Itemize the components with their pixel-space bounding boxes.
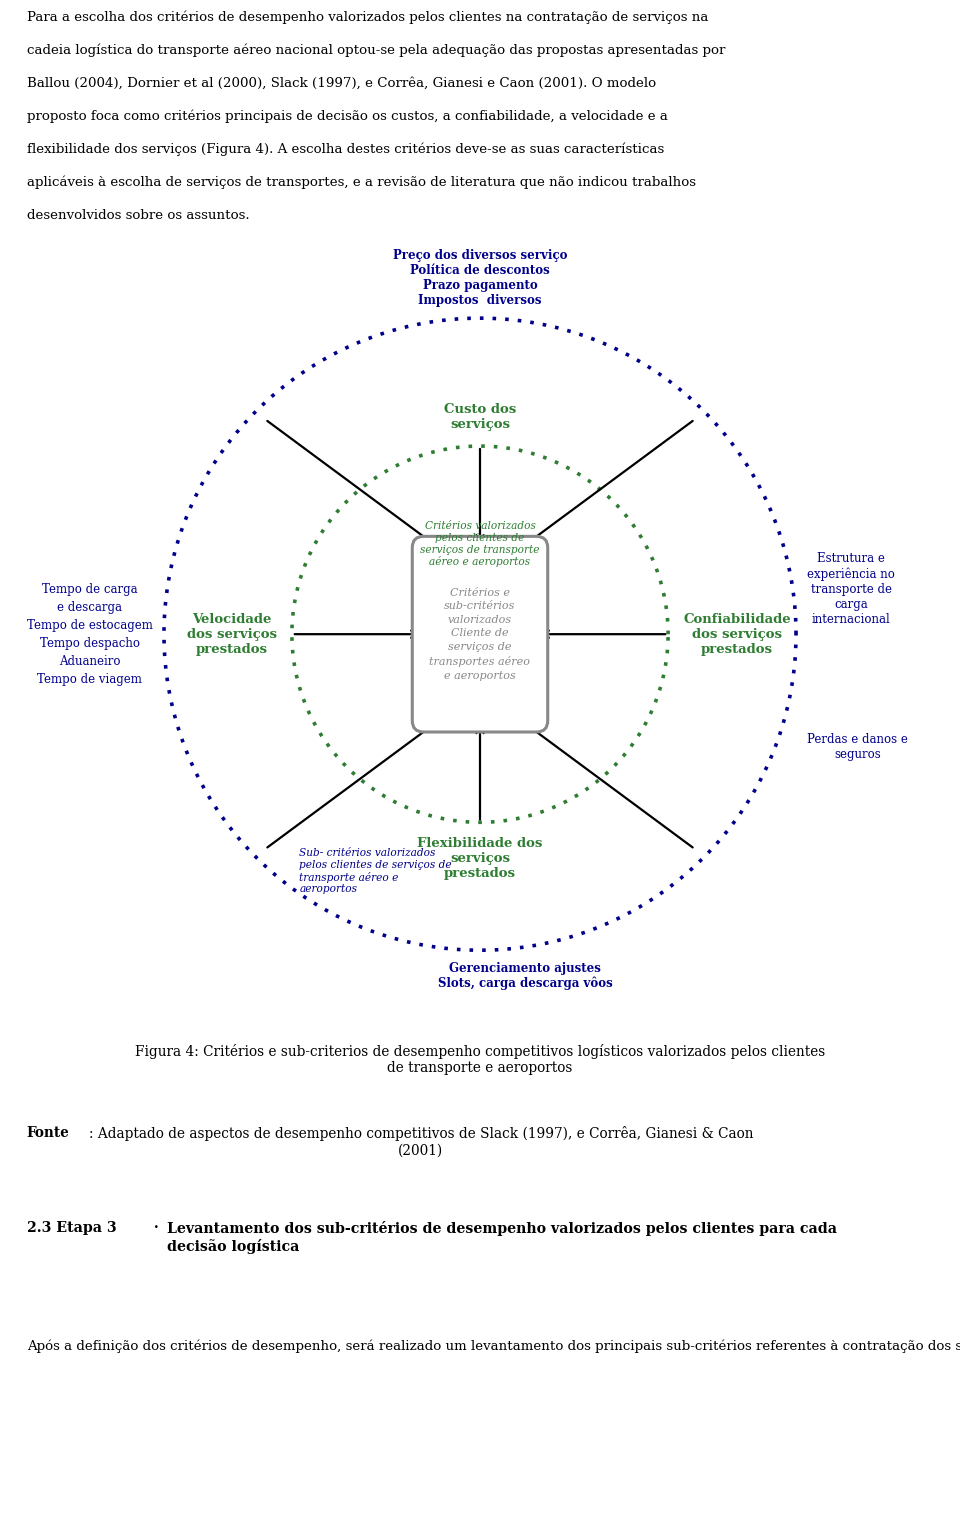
Text: aplicáveis à escolha de serviços de transportes, e a revisão de literatura que n: aplicáveis à escolha de serviços de tran… xyxy=(27,176,696,190)
Text: Fonte: Fonte xyxy=(27,1127,70,1141)
Text: Levantamento dos sub-critérios de desempenho valorizados pelos clientes para cad: Levantamento dos sub-critérios de desemp… xyxy=(167,1221,837,1253)
FancyBboxPatch shape xyxy=(412,536,548,732)
Text: Gerenciamento ajustes
Slots, carga descarga vôos: Gerenciamento ajustes Slots, carga desca… xyxy=(438,962,612,990)
Text: Para a escolha dos critérios de desempenho valorizados pelos clientes na contrat: Para a escolha dos critérios de desempen… xyxy=(27,11,708,24)
Text: flexibilidade dos serviços (Figura 4). A escolha destes critérios deve-se as sua: flexibilidade dos serviços (Figura 4). A… xyxy=(27,143,664,156)
Text: 2.3 Etapa 3: 2.3 Etapa 3 xyxy=(27,1221,116,1235)
Text: proposto foca como critérios principais de decisão os custos, a confiabilidade, : proposto foca como critérios principais … xyxy=(27,109,668,123)
Text: Tempo de carga
e descarga
Tempo de estocagem
Tempo despacho
Aduaneiro
Tempo de v: Tempo de carga e descarga Tempo de estoc… xyxy=(27,583,153,685)
Text: Sub- critérios valorizados
pelos clientes de serviços de
transporte aéreo e
aero: Sub- critérios valorizados pelos cliente… xyxy=(300,848,452,895)
Text: Critérios e
sub-critérios
valorizados
Cliente de
serviços de
transportes aéreo
e: Critérios e sub-critérios valorizados Cl… xyxy=(429,588,531,681)
Text: ·: · xyxy=(149,1221,164,1235)
Text: Preço dos diversos serviço
Política de descontos
Prazo pagamento
Impostos  diver: Preço dos diversos serviço Política de d… xyxy=(393,249,567,307)
Text: cadeia logística do transporte aéreo nacional optou-se pela adequação das propos: cadeia logística do transporte aéreo nac… xyxy=(27,44,725,58)
Text: Perdas e danos e
seguros: Perdas e danos e seguros xyxy=(807,734,908,761)
Text: : Adaptado de aspectos de desempenho competitivos de Slack (1997), e Corrêa, Gia: : Adaptado de aspectos de desempenho com… xyxy=(88,1127,753,1157)
Text: Custo dos
serviços: Custo dos serviços xyxy=(444,403,516,431)
Text: Velocidade
dos serviços
prestados: Velocidade dos serviços prestados xyxy=(187,612,276,656)
Text: Flexibilidade dos
serviços
prestados: Flexibilidade dos serviços prestados xyxy=(418,837,542,881)
Text: Ballou (2004), Dornier et al (2000), Slack (1997), e Corrêa, Gianesi e Caon (200: Ballou (2004), Dornier et al (2000), Sla… xyxy=(27,77,656,90)
Text: Critérios valorizados
pelos clientes de
serviços de transporte
aéreo e aeroporto: Critérios valorizados pelos clientes de … xyxy=(420,521,540,567)
Text: desenvolvidos sobre os assuntos.: desenvolvidos sobre os assuntos. xyxy=(27,210,250,222)
Text: Estrutura e
experiência no
transporte de
carga
internacional: Estrutura e experiência no transporte de… xyxy=(807,553,895,626)
Text: Após a definição dos critérios de desempenho, será realizado um levantamento dos: Após a definição dos critérios de desemp… xyxy=(27,1340,960,1353)
Text: Figura 4: Critérios e sub-criterios de desempenho competitivos logísticos valori: Figura 4: Critérios e sub-criterios de d… xyxy=(134,1044,826,1075)
Text: Confiabilidade
dos serviços
prestados: Confiabilidade dos serviços prestados xyxy=(684,612,791,656)
